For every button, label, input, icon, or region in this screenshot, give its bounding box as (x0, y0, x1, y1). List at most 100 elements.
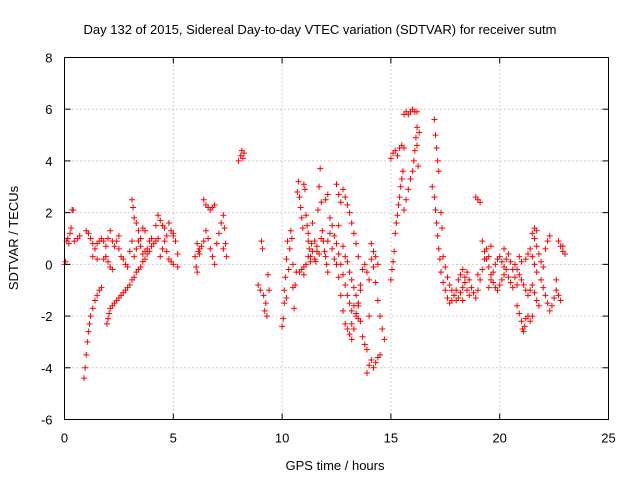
data-point (76, 232, 83, 239)
data-point (94, 256, 101, 263)
data-point (357, 287, 364, 294)
data-point (459, 266, 466, 273)
data-point (289, 261, 296, 268)
data-point (390, 258, 397, 265)
data-point (239, 155, 246, 162)
data-point (342, 194, 349, 201)
data-point (387, 276, 394, 283)
data-point (115, 232, 122, 239)
data-point (124, 263, 131, 270)
data-point (546, 232, 553, 239)
data-point (399, 168, 406, 175)
data-point (305, 253, 312, 260)
data-point (372, 359, 379, 366)
data-point (348, 276, 355, 283)
data-point (392, 230, 399, 237)
data-point (309, 248, 316, 255)
data-point (520, 282, 527, 289)
data-point (296, 194, 303, 201)
data-point (257, 287, 264, 294)
data-point (241, 150, 248, 157)
data-point (485, 263, 492, 270)
data-point (392, 147, 399, 154)
data-point (494, 287, 501, 294)
data-point (262, 300, 269, 307)
data-point (481, 248, 488, 255)
data-point (295, 178, 302, 185)
data-point (324, 238, 331, 245)
data-point (542, 245, 549, 252)
data-point (431, 194, 438, 201)
data-point (211, 201, 218, 208)
data-point (346, 269, 353, 276)
data-point (372, 253, 379, 260)
data-point (388, 266, 395, 273)
data-point (317, 165, 324, 172)
data-point (126, 248, 133, 255)
data-point (311, 238, 318, 245)
data-point (165, 219, 172, 226)
data-point (170, 261, 177, 268)
data-point (71, 238, 78, 245)
data-point (509, 284, 516, 291)
data-point (309, 219, 316, 226)
data-point (535, 251, 542, 258)
data-point (300, 181, 307, 188)
data-point (439, 225, 446, 232)
data-point (312, 258, 319, 265)
data-point (307, 258, 314, 265)
data-point (361, 341, 368, 348)
data-point (300, 271, 307, 278)
data-point (260, 292, 267, 299)
data-point (514, 266, 521, 273)
data-point (444, 294, 451, 301)
x-tick-label: 15 (384, 431, 398, 446)
data-point (305, 238, 312, 245)
data-point (109, 266, 116, 273)
data-point (311, 256, 318, 263)
data-point (533, 227, 540, 234)
data-point (400, 207, 407, 214)
data-point (444, 274, 451, 281)
data-point (259, 245, 266, 252)
data-point (313, 243, 320, 250)
data-point (483, 256, 490, 263)
data-point (64, 235, 71, 242)
data-point (442, 287, 449, 294)
data-point (322, 253, 329, 260)
data-point (440, 253, 447, 260)
data-point (130, 204, 137, 211)
data-point (300, 263, 307, 270)
data-point (448, 287, 455, 294)
data-point (337, 261, 344, 268)
data-point (518, 276, 525, 283)
data-point (266, 287, 273, 294)
data-point (398, 176, 405, 183)
y-axis-label: SDTVAR / TECUs (6, 185, 21, 290)
data-point (120, 256, 127, 263)
data-point (157, 217, 164, 224)
y-tick-label: -4 (41, 361, 53, 376)
data-point (542, 292, 549, 299)
data-point (368, 240, 375, 247)
data-point (387, 155, 394, 162)
data-point (410, 157, 417, 164)
data-point (466, 292, 473, 299)
data-point (255, 282, 262, 289)
y-tick-label: 0 (45, 257, 52, 272)
data-point (91, 245, 98, 252)
data-point (105, 315, 112, 322)
data-point (321, 248, 328, 255)
y-tick-label: 6 (45, 102, 52, 117)
data-point (135, 227, 142, 234)
data-point (498, 258, 505, 265)
data-point (84, 338, 91, 345)
data-point (429, 183, 436, 190)
data-point (205, 235, 212, 242)
data-point (459, 297, 466, 304)
data-point (213, 240, 220, 247)
data-point (405, 186, 412, 193)
data-point (551, 294, 558, 301)
data-point (155, 235, 162, 242)
data-point (561, 251, 568, 258)
